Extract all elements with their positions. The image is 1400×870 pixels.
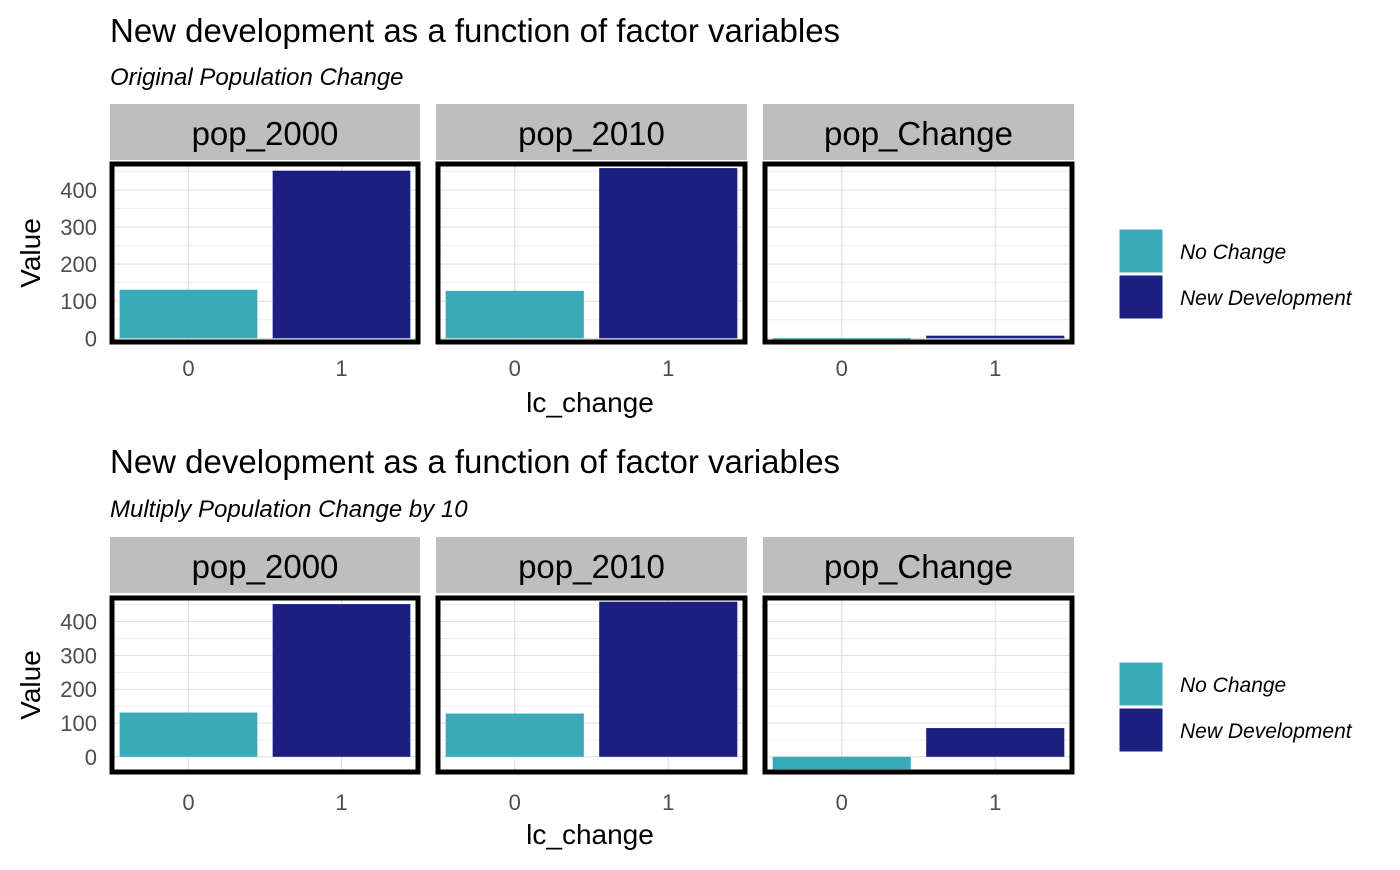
- x-tick-label: 1: [662, 356, 674, 381]
- chart-subtitle: Original Population Change: [110, 64, 404, 91]
- x-tick-label: 0: [836, 790, 848, 815]
- facet-pop_2010: pop_2010 0 1: [435, 537, 748, 815]
- legend-key-1: [1118, 707, 1164, 753]
- chart-2: New development as a function of factor …: [15, 443, 1353, 850]
- legend-key-0: [1118, 228, 1164, 274]
- x-tick-label: 0: [509, 790, 521, 815]
- x-axis-label: lc_change: [526, 387, 654, 418]
- x-tick-label: 0: [836, 356, 848, 381]
- x-tick-label: 0: [509, 356, 521, 381]
- chart-title: New development as a function of factor …: [110, 443, 840, 480]
- panel-border: [109, 595, 421, 775]
- bar-pop_Change-1: [926, 728, 1065, 757]
- panel-border: [762, 161, 1075, 345]
- bar-pop_2010-0: [445, 290, 584, 339]
- y-tick-label: 300: [60, 215, 97, 240]
- y-axis-label: Value: [15, 218, 46, 288]
- panel-border: [435, 161, 748, 345]
- legend: No Change New Development: [1118, 228, 1353, 320]
- y-tick-label: 100: [60, 711, 97, 736]
- facet-strip: [436, 537, 747, 593]
- bar-pop_2000-1: [272, 170, 411, 339]
- bar-pop_2010-1: [599, 168, 738, 339]
- facet-strip-label: pop_Change: [824, 115, 1013, 152]
- facet-pop_2000: pop_2000 0 1: [109, 537, 421, 815]
- facet-strip-label: pop_2010: [518, 115, 665, 152]
- y-tick-label: 0: [85, 326, 97, 351]
- y-axis-label: Value: [15, 650, 46, 720]
- legend-key-1: [1118, 274, 1164, 320]
- bar-pop_2010-1: [599, 601, 738, 757]
- x-tick-label: 0: [182, 356, 194, 381]
- x-tick-label: 1: [989, 790, 1001, 815]
- x-tick-label: 1: [989, 356, 1001, 381]
- y-tick-label: 400: [60, 610, 97, 635]
- y-tick-label: 400: [60, 178, 97, 203]
- bar-pop_2000-1: [272, 604, 411, 757]
- facet-strip: [763, 537, 1074, 593]
- bar-pop_Change-0: [772, 756, 911, 770]
- x-tick-label: 1: [335, 356, 347, 381]
- x-tick-label: 1: [662, 790, 674, 815]
- x-tick-label: 1: [335, 790, 347, 815]
- y-tick-label: 100: [60, 289, 97, 314]
- facet-strip-label: pop_Change: [824, 548, 1013, 585]
- y-tick-label: 200: [60, 677, 97, 702]
- facet-strip-label: pop_2000: [192, 115, 339, 152]
- legend: No Change New Development: [1118, 661, 1353, 753]
- legend-key-0: [1118, 661, 1164, 707]
- legend-label: New Development: [1180, 287, 1353, 310]
- facet-strip-label: pop_2000: [192, 548, 339, 585]
- chart-1: New development as a function of factor …: [15, 12, 1353, 418]
- facet-pop_2010: pop_2010 0 1: [435, 104, 748, 381]
- y-tick-label: 0: [85, 745, 97, 770]
- facet-strip: [110, 537, 420, 593]
- panel-border: [109, 161, 421, 345]
- facet-pop_2000: pop_2000 0 1: [109, 104, 421, 381]
- chart-subtitle: Multiply Population Change by 10: [110, 496, 468, 523]
- bar-pop_2000-0: [119, 712, 258, 757]
- chart-title: New development as a function of factor …: [110, 12, 840, 49]
- bar-pop_Change-1: [926, 335, 1065, 339]
- bar-pop_Change-0: [772, 338, 911, 340]
- facet-strip: [436, 104, 747, 160]
- bar-pop_2010-0: [445, 713, 584, 757]
- panel-border: [762, 595, 1075, 775]
- y-tick-label: 200: [60, 252, 97, 277]
- legend-label: No Change: [1180, 674, 1286, 697]
- x-tick-label: 0: [182, 790, 194, 815]
- x-axis-label: lc_change: [526, 819, 654, 850]
- facet-pop_Change: pop_Change 0 1: [762, 104, 1075, 381]
- facet-strip-label: pop_2010: [518, 548, 665, 585]
- bar-pop_2000-0: [119, 289, 258, 339]
- legend-label: New Development: [1180, 720, 1353, 743]
- facet-pop_Change: pop_Change 0 1: [762, 537, 1075, 815]
- legend-label: No Change: [1180, 241, 1286, 264]
- facet-strip: [763, 104, 1074, 160]
- panel-border: [435, 595, 748, 775]
- y-tick-label: 300: [60, 643, 97, 668]
- facet-strip: [110, 104, 420, 160]
